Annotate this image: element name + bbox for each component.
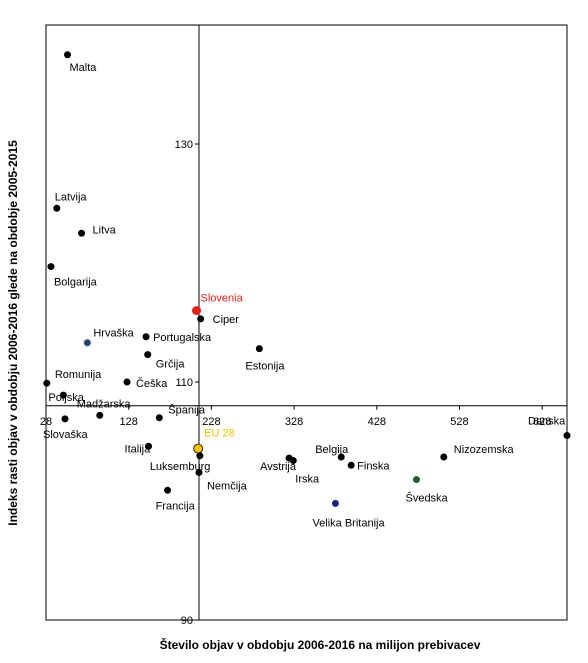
label-eu-28: EU 28 [204, 428, 235, 440]
point-nizozemska [440, 453, 448, 461]
point-portugalska [142, 333, 150, 341]
label-belgija: Belgija [315, 444, 349, 456]
x-tick-label: 328 [285, 416, 303, 428]
point-spanija [155, 414, 163, 422]
point-nemcija [195, 468, 203, 476]
point-slovaska [61, 415, 69, 423]
point-italija [145, 442, 153, 450]
label-nizozemska: Nizozemska [454, 444, 515, 456]
y-tick-label: 130 [175, 139, 193, 151]
point-litva [78, 229, 86, 237]
data-points [43, 51, 571, 507]
label-slovaska: Slovaška [43, 429, 89, 441]
label-romunija: Romunija [55, 369, 102, 381]
label-italija: Italija [125, 443, 152, 455]
point-eu-28 [193, 443, 204, 454]
x-tick-label: 228 [202, 416, 220, 428]
label-spanija: Španija [168, 404, 206, 417]
label-finska: Finska [357, 460, 390, 472]
tick-labels: 28 128 228 328 428 528 628 90 110 130 [40, 139, 551, 627]
label-malta: Malta [70, 62, 98, 74]
label-irska: Irska [295, 474, 320, 486]
point-luksemburg [196, 452, 204, 460]
point-slovenia [192, 306, 202, 316]
point-grcija [144, 351, 152, 359]
point-latvija [53, 204, 61, 212]
label-hrvaska: Hrvaška [93, 328, 134, 340]
point-madzarska [96, 411, 104, 419]
label-nemcija: Nemčija [207, 480, 248, 492]
x-tick-label: 528 [450, 416, 468, 428]
y-axis-title: Indeks rasti objav v obdobju 2006-2016 g… [6, 140, 20, 526]
label-bolgarija: Bolgarija [54, 277, 98, 289]
point-poljska [59, 391, 67, 399]
label-ceska: Češka [136, 377, 168, 390]
point-svedska [412, 476, 420, 484]
point-belgija [337, 453, 345, 461]
label-ciper: Ciper [213, 314, 240, 326]
axes [45, 24, 568, 621]
point-irska [289, 457, 297, 465]
point-estonija [255, 345, 263, 353]
label-portugalska: Portugalska [153, 332, 212, 344]
x-tick-label: 128 [120, 416, 138, 428]
label-francija: Francija [156, 500, 196, 512]
label-velika-britanija: Velika Britanija [312, 517, 385, 529]
point-bolgarija [47, 263, 55, 271]
label-avstrija: Avstrija [260, 461, 297, 473]
point-romunija [43, 379, 51, 387]
label-estonija: Estonija [245, 361, 285, 373]
label-litva: Litva [93, 224, 117, 236]
x-tick-label: 428 [368, 416, 386, 428]
x-axis-title: Število objav v obdobju 2006-2016 na mil… [160, 637, 481, 652]
point-finska [347, 461, 355, 469]
point-danska [563, 432, 571, 440]
label-grcija: Grčija [156, 359, 186, 371]
x-tick-label: 28 [40, 416, 52, 428]
point-ciper [197, 315, 205, 323]
label-svedska: Švedska [405, 492, 448, 505]
point-velika-britanija [331, 499, 339, 507]
label-latvija: Latvija [55, 191, 88, 203]
label-poljska: Poljska [48, 392, 84, 404]
point-ceska [123, 378, 131, 386]
x-tick-label: 628 [533, 416, 551, 428]
point-francija [164, 486, 172, 494]
y-tick-label: 110 [175, 377, 193, 389]
y-tick-label: 90 [181, 615, 193, 627]
point-hrvaska [83, 338, 92, 347]
label-slovenia: Slovenia [201, 293, 244, 305]
label-danska: Danska [528, 416, 566, 428]
label-luksemburg: Luksemburg [150, 461, 211, 473]
point-labels: Malta Latvija Litva Bolgarija Slovenia Ciper H… [43, 62, 566, 530]
label-madzarska: Madžarska [77, 398, 132, 410]
plot-border [45, 24, 568, 621]
point-malta [64, 51, 72, 59]
